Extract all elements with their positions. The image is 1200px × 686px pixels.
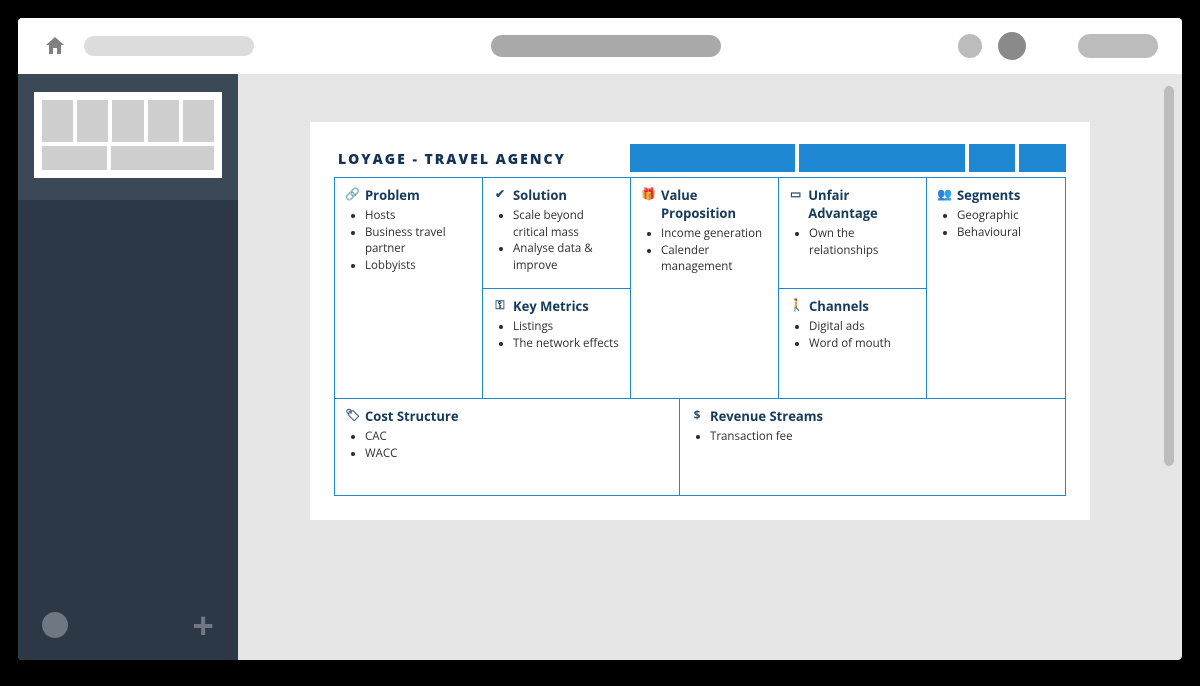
tab-1[interactable] — [630, 144, 795, 172]
block-unfair-advantage[interactable]: ▭ Unfair Advantage Own the relationships — [779, 178, 926, 288]
check-icon: ✔ — [493, 186, 507, 202]
items-channels: Digital adsWord of mouth — [789, 319, 916, 352]
heading-channels: Channels — [809, 297, 869, 315]
list-item: The network effects — [513, 336, 620, 353]
list-item: Calender management — [661, 243, 768, 276]
heading-problem: Problem — [365, 186, 420, 204]
device-frame: + LOYAGE - TRAVEL AGENCY — [0, 0, 1200, 686]
block-value-proposition[interactable]: 🎁 Value Proposition Income generationCale… — [631, 178, 778, 398]
tag-icon: 🏷 — [345, 407, 359, 423]
heading-unfair-advantage: Unfair Advantage — [808, 186, 916, 222]
window-icon: ▭ — [789, 186, 802, 202]
topbar-placeholder-left — [84, 36, 254, 56]
sidebar: + — [18, 74, 238, 660]
heading-segments: Segments — [957, 186, 1020, 204]
heading-revenue-streams: Revenue Streams — [710, 407, 823, 425]
heading-cost-structure: Cost Structure — [365, 407, 459, 425]
list-item: Word of mouth — [809, 336, 916, 353]
items-key-metrics: ListingsThe network effects — [493, 319, 620, 352]
topbar-placeholder-center — [491, 35, 721, 57]
sidebar-bottom: + — [18, 590, 238, 660]
list-item: CAC — [365, 429, 669, 446]
slide-canvas: LOYAGE - TRAVEL AGENCY — [310, 122, 1090, 520]
items-value-proposition: Income generationCalender management — [641, 226, 768, 276]
list-item: Analyse data & improve — [513, 241, 620, 274]
list-item: Hosts — [365, 208, 472, 225]
people-icon: 👥 — [937, 186, 951, 202]
block-solution[interactable]: ✔ Solution Scale beyond critical massAnal… — [483, 178, 630, 288]
block-problem[interactable]: 🔗 Problem HostsBusiness travel partnerLob… — [335, 178, 482, 398]
items-solution: Scale beyond critical massAnalyse data &… — [493, 208, 620, 275]
canvas-title: LOYAGE - TRAVEL AGENCY — [338, 150, 626, 169]
list-item: Lobbyists — [365, 258, 472, 275]
avatar-small[interactable] — [958, 34, 982, 58]
items-cost-structure: CACWACC — [345, 429, 669, 462]
canvas-grid-top: 🔗 Problem HostsBusiness travel partnerLob… — [334, 177, 1066, 398]
block-segments[interactable]: 👥 Segments GeographicBehavioural — [927, 178, 1065, 398]
sidebar-status-dot — [42, 612, 68, 638]
items-unfair-advantage: Own the relationships — [789, 226, 916, 259]
sidebar-thumbnail-area — [18, 74, 238, 200]
scrollbar[interactable] — [1164, 86, 1174, 466]
block-cost-structure[interactable]: 🏷 Cost Structure CACWACC — [335, 399, 680, 495]
topbar — [18, 18, 1182, 74]
list-item: Business travel partner — [365, 225, 472, 258]
link-icon: 🔗 — [345, 186, 359, 202]
list-item: Own the relationships — [809, 226, 916, 259]
content-area: LOYAGE - TRAVEL AGENCY — [238, 74, 1182, 660]
items-problem: HostsBusiness travel partnerLobbyists — [345, 208, 472, 275]
block-key-metrics[interactable]: ⚿ Key Metrics ListingsThe network effects — [483, 288, 630, 398]
items-segments: GeographicBehavioural — [937, 208, 1055, 241]
heading-solution: Solution — [513, 186, 567, 204]
tab-3[interactable] — [969, 144, 1016, 172]
gift-icon: 🎁 — [641, 186, 655, 202]
add-slide-button[interactable]: + — [192, 606, 214, 644]
key-icon: ⚿ — [493, 297, 507, 313]
topbar-action-button[interactable] — [1078, 34, 1158, 58]
block-revenue-streams[interactable]: $ Revenue Streams Transaction fee — [680, 399, 1065, 495]
block-channels[interactable]: 🚶 Channels Digital adsWord of mouth — [779, 288, 926, 398]
list-item: WACC — [365, 446, 669, 463]
heading-key-metrics: Key Metrics — [513, 297, 589, 315]
slide-thumbnail[interactable] — [34, 92, 222, 178]
list-item: Scale beyond critical mass — [513, 208, 620, 241]
list-item: Digital ads — [809, 319, 916, 336]
list-item: Listings — [513, 319, 620, 336]
list-item: Geographic — [957, 208, 1055, 225]
tab-4[interactable] — [1019, 144, 1066, 172]
canvas-grid-bottom: 🏷 Cost Structure CACWACC $ Revenue Streams… — [334, 398, 1066, 496]
dollar-icon: $ — [690, 407, 704, 423]
walk-icon: 🚶 — [789, 297, 803, 313]
tab-strip — [630, 144, 1066, 177]
canvas-header-row: LOYAGE - TRAVEL AGENCY — [334, 144, 1066, 177]
items-revenue-streams: Transaction fee — [690, 429, 1055, 446]
heading-value-proposition: Value Proposition — [661, 186, 768, 222]
app-body: + LOYAGE - TRAVEL AGENCY — [18, 74, 1182, 660]
avatar-main[interactable] — [998, 32, 1026, 60]
tab-2[interactable] — [799, 144, 964, 172]
home-icon[interactable] — [42, 34, 68, 58]
list-item: Behavioural — [957, 225, 1055, 242]
list-item: Transaction fee — [710, 429, 1055, 446]
list-item: Income generation — [661, 226, 768, 243]
app-window: + LOYAGE - TRAVEL AGENCY — [18, 18, 1182, 660]
